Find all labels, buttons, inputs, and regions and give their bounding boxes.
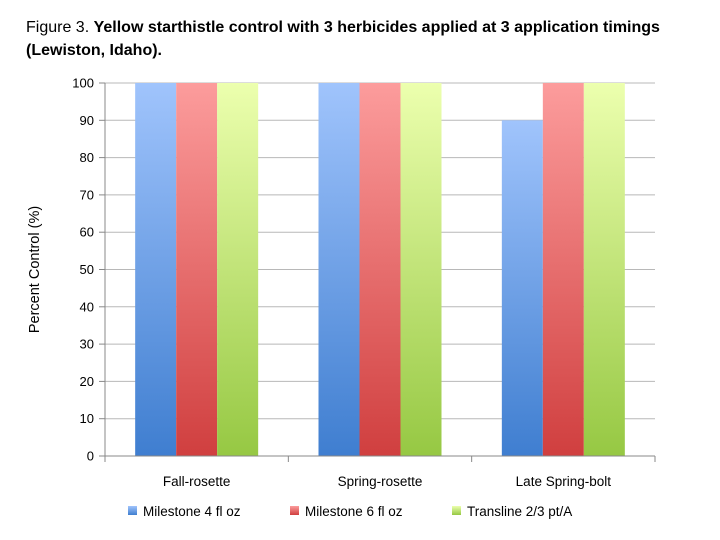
legend-swatch-3 xyxy=(452,506,461,515)
bar-1-3 xyxy=(501,120,543,457)
y-axis-title: Percent Control (%) xyxy=(27,206,43,333)
y-tick-label: 30 xyxy=(80,337,94,352)
legend-label-1: Milestone 4 fl oz xyxy=(143,504,241,519)
y-tick-label: 100 xyxy=(72,76,94,91)
legend-swatch-1 xyxy=(128,506,137,515)
y-tick-label: 20 xyxy=(80,374,94,389)
y-tick-label: 10 xyxy=(80,411,94,426)
y-tick-label: 50 xyxy=(80,262,94,277)
bar-2-3 xyxy=(542,83,584,456)
bar-3-3 xyxy=(583,83,625,456)
figure-title: Figure 3. Yellow starthistle control wit… xyxy=(26,16,706,62)
legend-label-2: Milestone 6 fl oz xyxy=(305,504,403,519)
x-category-label: Spring-rosette xyxy=(338,474,423,489)
x-category-label: Fall-rosette xyxy=(163,474,231,489)
bar-3-2 xyxy=(400,83,442,456)
figure-title-line2: (Lewiston, Idaho). xyxy=(26,42,162,59)
legend-swatch-2 xyxy=(290,506,299,515)
x-category-label: Late Spring-bolt xyxy=(516,474,612,489)
legend-label-3: Transline 2/3 pt/A xyxy=(467,504,572,519)
bar-3-1 xyxy=(217,83,259,456)
bars xyxy=(135,83,625,457)
bar-1-2 xyxy=(318,83,360,456)
y-tick-label: 70 xyxy=(80,187,94,202)
legend: Milestone 4 fl oz Milestone 6 fl oz Transl… xyxy=(128,504,572,519)
y-tick-label: 90 xyxy=(80,113,94,128)
bar-2-1 xyxy=(176,83,218,456)
y-tick-label: 0 xyxy=(87,449,94,464)
y-tick-label: 60 xyxy=(80,225,94,240)
figure-label: Figure 3. xyxy=(26,19,90,36)
bar-2-2 xyxy=(359,83,401,456)
axes xyxy=(104,83,656,462)
axis-labels: 0 10 20 30 40 50 60 70 80 90 100 Fall-rosette Spring… xyxy=(27,76,611,490)
bar-1-1 xyxy=(135,83,177,456)
y-tick-label: 80 xyxy=(80,150,94,165)
y-tick-label: 40 xyxy=(80,299,94,314)
figure-title-line1: Yellow starthistle control with 3 herbic… xyxy=(93,19,660,36)
